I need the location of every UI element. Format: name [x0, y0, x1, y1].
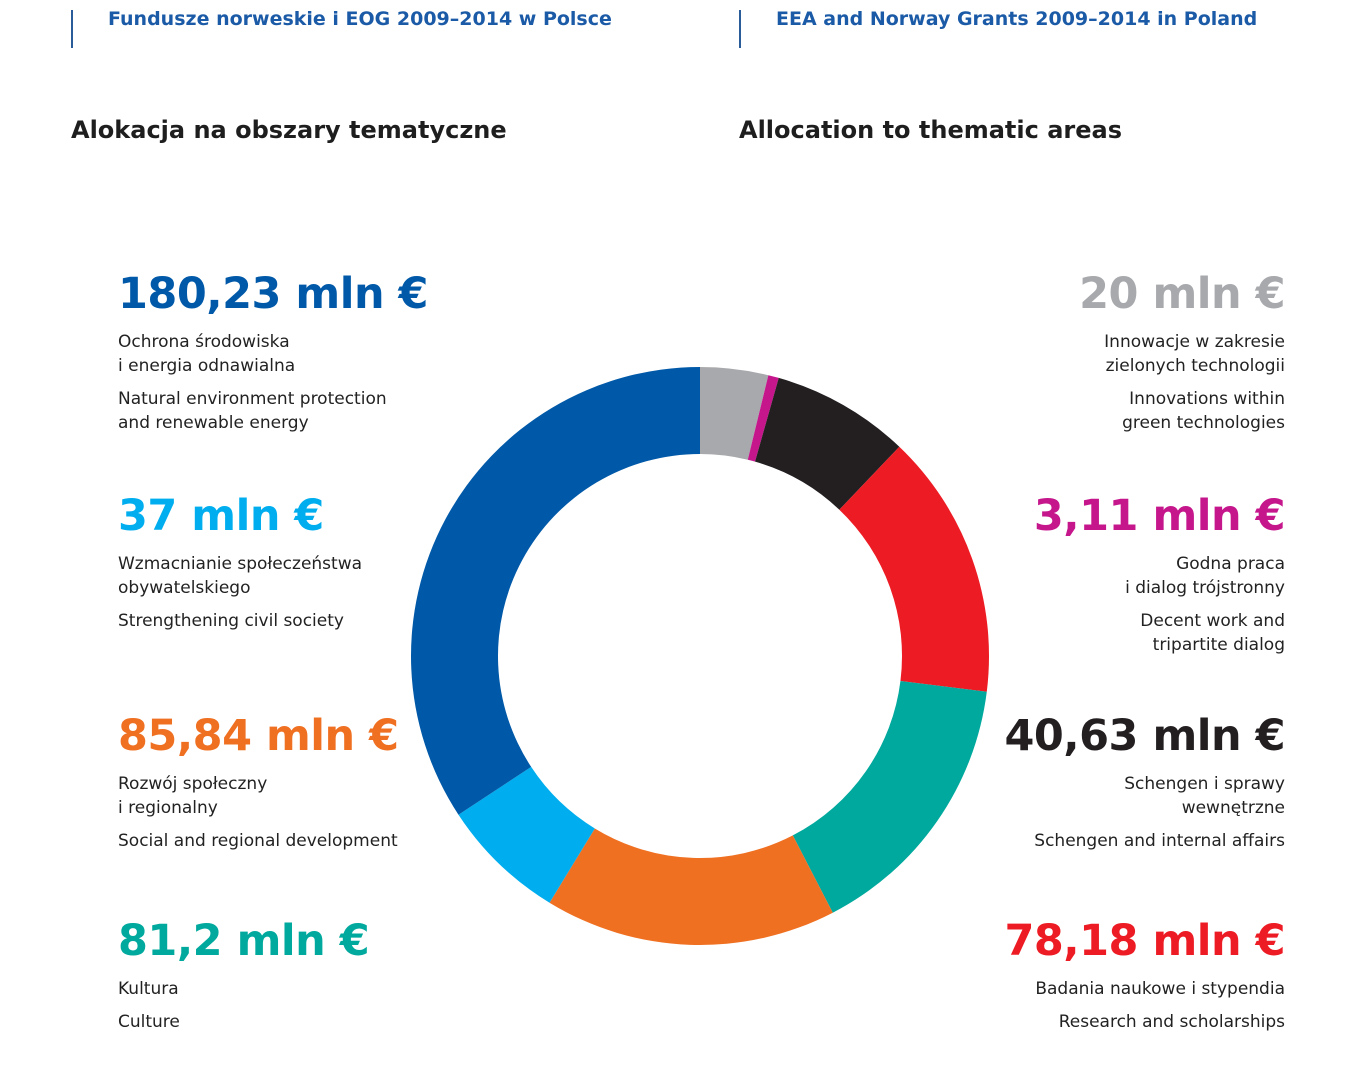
header-divider-left [71, 10, 73, 48]
donut-slice-decent-work [747, 375, 779, 462]
label-en-research: Research and scholarships [1058, 1012, 1285, 1032]
label-pl-environment: Ochrona środowiska i energia odnawialna [118, 332, 296, 376]
header-divider-right [739, 10, 741, 48]
label-en-decent-work: Decent work and tripartite dialog [1140, 611, 1285, 655]
amount-green-innovation: 20 mln € [1079, 269, 1285, 319]
label-en-green-innovation: Innovations within green technologies [1122, 389, 1285, 433]
donut-slice-schengen [755, 377, 900, 510]
label-en-civil-society: Strengthening civil society [118, 611, 344, 631]
label-pl-research: Badania naukowe i stypendia [1035, 979, 1285, 999]
amount-culture: 81,2 mln € [118, 916, 370, 966]
entry-civil-society: 37 mln € Wzmacnianie społeczeństwa obywa… [118, 492, 558, 633]
label-pl-decent-work: Godna praca i dialog trójstronny [1125, 554, 1285, 598]
label-pl-culture: Kultura [118, 979, 179, 999]
header-title-english: EEA and Norway Grants 2009–2014 in Polan… [776, 8, 1258, 30]
label-en-environment: Natural environment protection and renew… [118, 389, 387, 433]
donut-slice-green-innovation [700, 367, 769, 460]
entry-schengen: 40,63 mln € Schengen i sprawy wewnętrzne… [845, 712, 1285, 853]
section-title-english: Allocation to thematic areas [739, 116, 1122, 144]
label-pl-schengen: Schengen i sprawy wewnętrzne [1124, 774, 1285, 818]
donut-slice-social-regional [549, 828, 833, 946]
label-pl-social-regional: Rozwój społeczny i regionalny [118, 774, 268, 818]
donut-slice-environment [410, 367, 700, 815]
label-en-schengen: Schengen and internal affairs [1034, 831, 1285, 851]
section-title-polish: Alokacja na obszary tematyczne [71, 116, 507, 144]
label-en-culture: Culture [118, 1012, 180, 1032]
amount-civil-society: 37 mln € [118, 491, 324, 541]
entry-culture: 81,2 mln € Kultura Culture [118, 917, 558, 1034]
allocation-donut-chart [410, 367, 989, 946]
amount-decent-work: 3,11 mln € [1033, 491, 1286, 541]
entry-research: 78,18 mln € Badania naukowe i stypendia … [845, 917, 1285, 1034]
label-pl-civil-society: Wzmacnianie społeczeństwa obywatelskiego [118, 554, 363, 598]
label-pl-green-innovation: Innowacje w zakresie zielonych technolog… [1104, 332, 1285, 376]
donut-slice-research [839, 446, 989, 692]
amount-schengen: 40,63 mln € [1004, 711, 1285, 761]
entry-social-regional: 85,84 mln € Rozwój społeczny i regionaln… [118, 712, 558, 853]
amount-research: 78,18 mln € [1004, 916, 1285, 966]
amount-environment: 180,23 mln € [118, 269, 428, 319]
header-title-polish: Fundusze norweskie i EOG 2009–2014 w Pol… [108, 8, 612, 30]
amount-social-regional: 85,84 mln € [118, 711, 399, 761]
donut-slice-culture [792, 680, 987, 913]
entry-green-innovation: 20 mln € Innowacje w zakresie zielonych … [845, 270, 1285, 435]
label-en-social-regional: Social and regional development [118, 831, 398, 851]
donut-slice-civil-society [458, 766, 595, 903]
entry-environment: 180,23 mln € Ochrona środowiska i energi… [118, 270, 558, 435]
entry-decent-work: 3,11 mln € Godna praca i dialog trójstro… [845, 491, 1286, 657]
